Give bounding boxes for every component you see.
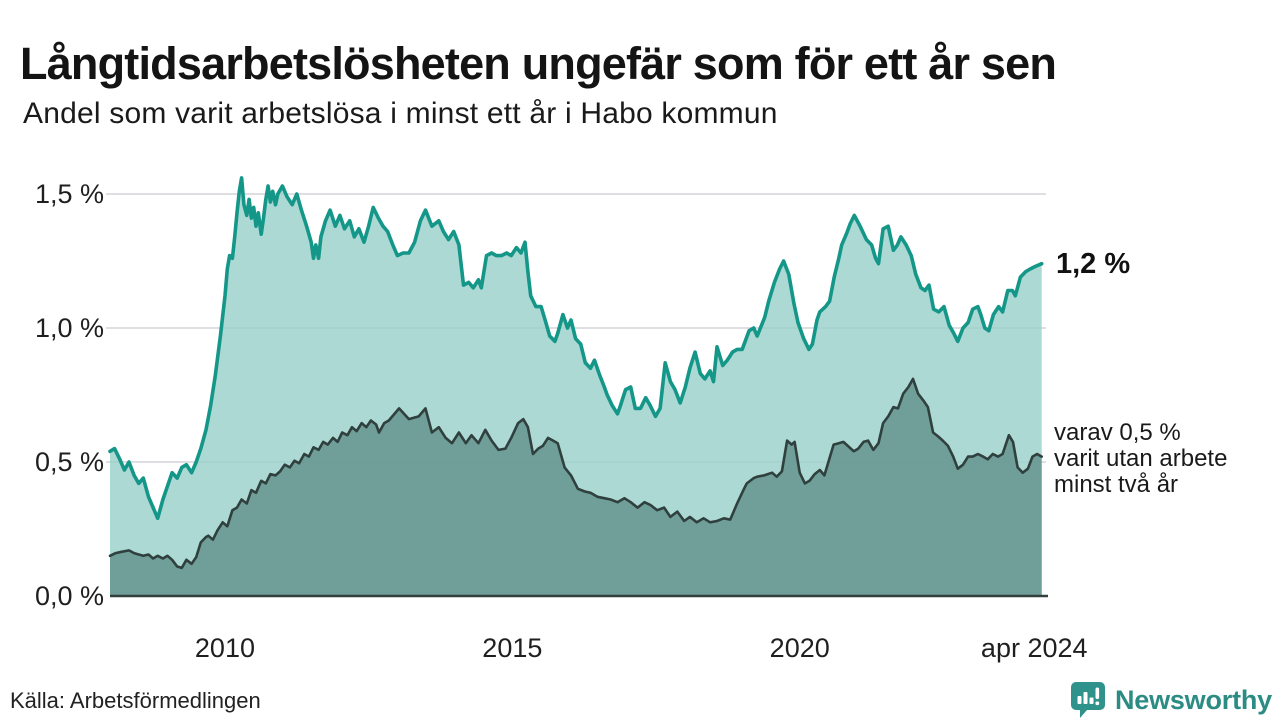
bar-chart-speech-bubble-icon	[1070, 682, 1105, 718]
x-tick-label: apr 2024	[981, 633, 1088, 663]
x-tick-label: 2015	[482, 633, 542, 663]
series-line-1	[108, 377, 1043, 570]
y-tick-label: 0,0 %	[35, 581, 104, 611]
newsworthy-wordmark: Newsworthy	[1114, 684, 1272, 715]
x-tick-label: 2020	[770, 633, 830, 663]
y-tick-label: 1,0 %	[35, 313, 104, 343]
x-tick-label: 2010	[195, 633, 255, 663]
chart-title: Långtidsarbetslösheten ungefär som för e…	[20, 38, 1057, 90]
newsworthy-logo: Newsworthy	[1070, 681, 1272, 719]
chart-subtitle: Andel som varit arbetslösa i minst ett å…	[23, 97, 778, 130]
latest-value-annotation: 1,2 %	[1056, 248, 1131, 280]
series-line-0	[108, 176, 1044, 521]
y-tick-label: 1,5 %	[35, 179, 104, 209]
secondary-series-annotation: varav 0,5 % varit utan arbete minst två …	[1054, 419, 1228, 498]
source-caption: Källa: Arbetsförmedlingen	[10, 688, 261, 713]
y-tick-label: 0,5 %	[35, 447, 104, 477]
